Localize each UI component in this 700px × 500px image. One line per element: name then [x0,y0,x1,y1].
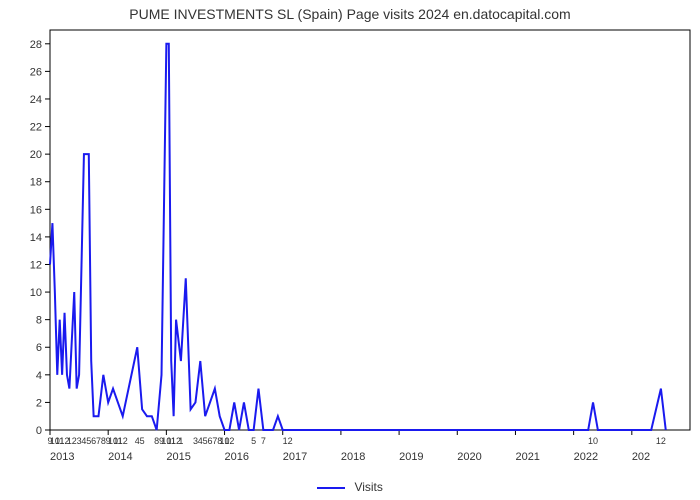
y-tick-label: 26 [30,66,42,78]
x-minor-label: 1 [178,436,183,446]
y-tick-label: 24 [30,94,42,106]
y-tick-label: 20 [30,149,42,161]
x-major-label: 2017 [283,451,307,463]
chart-svg: 0246810121416182022242628910111212345678… [0,0,700,500]
x-major-label: 2022 [574,451,598,463]
y-tick-label: 2 [36,397,42,409]
x-major-label: 2020 [457,451,481,463]
plot-frame [50,30,690,430]
legend-label: Visits [354,480,382,494]
y-tick-label: 6 [36,342,42,354]
x-major-label: 2013 [50,451,74,463]
x-major-label: 202 [632,451,650,463]
y-tick-label: 8 [36,315,42,327]
x-minor-label: 12 [283,436,293,446]
y-tick-label: 12 [30,259,42,271]
y-tick-label: 0 [36,425,42,437]
y-tick-label: 10 [30,287,42,299]
x-minor-label: 5 [140,436,145,446]
y-tick-label: 18 [30,177,42,189]
y-tick-label: 16 [30,204,42,216]
x-major-label: 2019 [399,451,423,463]
y-tick-label: 28 [30,39,42,51]
visits-line-chart: PUME INVESTMENTS SL (Spain) Page visits … [0,0,700,500]
x-minor-label: 12 [656,436,666,446]
legend-swatch [317,487,345,489]
x-major-label: 2021 [515,451,539,463]
y-tick-label: 4 [36,370,42,382]
visits-series [50,44,666,430]
x-minor-label: 5 [251,436,256,446]
chart-title: PUME INVESTMENTS SL (Spain) Page visits … [0,6,700,22]
chart-legend: Visits [0,480,700,494]
x-minor-label: 12 [118,436,128,446]
x-minor-label: 7 [261,436,266,446]
x-minor-label: 10 [588,436,598,446]
x-minor-label: 12 [224,436,234,446]
y-tick-label: 14 [30,232,42,244]
y-tick-label: 22 [30,122,42,134]
x-major-label: 2018 [341,451,365,463]
x-major-label: 2014 [108,451,132,463]
x-major-label: 2015 [166,451,190,463]
x-major-label: 2016 [225,451,249,463]
